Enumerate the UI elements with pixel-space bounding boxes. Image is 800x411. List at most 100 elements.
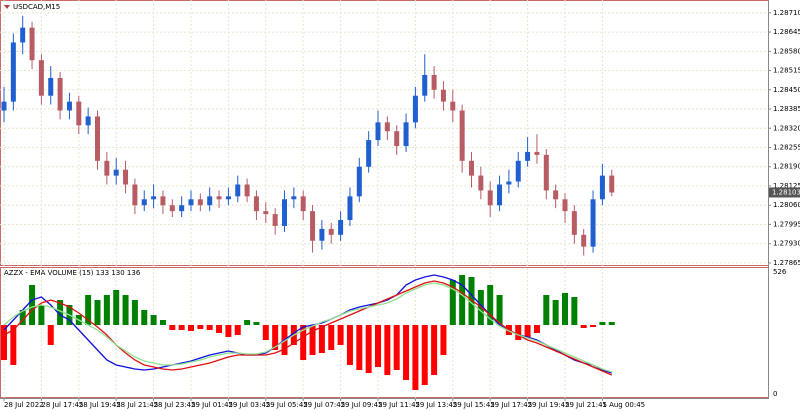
candle-body	[141, 199, 147, 206]
candle-body	[244, 184, 250, 197]
volume-bar	[487, 285, 494, 325]
volume-bar	[384, 325, 391, 375]
x-tick-label: 29 Jul 15:45	[453, 401, 495, 409]
volume-bar	[515, 325, 522, 340]
candle-body	[375, 122, 381, 141]
candle-body	[300, 196, 306, 212]
candle-body	[85, 116, 91, 126]
volume-bar	[197, 325, 204, 329]
volume-bar	[393, 325, 400, 370]
candle-body	[132, 184, 138, 206]
volume-bar	[608, 322, 615, 325]
candle-body	[1, 101, 7, 111]
volume-bar	[169, 325, 176, 330]
candle-body	[95, 116, 100, 161]
y-tick-label: 1.27995	[773, 220, 800, 228]
x-tick-label: 29 Jul 01:45	[191, 401, 233, 409]
volume-bar	[552, 300, 559, 325]
candle-body	[581, 234, 587, 247]
candle-body	[338, 220, 344, 235]
volume-bar	[150, 315, 157, 325]
volume-bar	[1, 325, 7, 360]
candle-body	[20, 27, 26, 43]
candle-body	[562, 199, 568, 212]
candle-body	[599, 175, 605, 200]
x-tick-label: 28 Jul 2022	[4, 401, 44, 409]
volume-bar	[103, 295, 110, 325]
y-tick-label: 1.28255	[773, 144, 800, 152]
last-price-label: 1.28103	[772, 188, 800, 196]
y-tick-label: 1.28320	[773, 124, 800, 132]
volume-bar	[599, 322, 606, 325]
candle-body	[366, 140, 372, 167]
symbol-title: USDCAD,M15	[13, 3, 60, 11]
indicator-title: AZZX - EMA VOLUME (15) 133 130 136	[4, 269, 141, 277]
volume-bar	[412, 325, 419, 390]
y-tick-label: 1.28450	[773, 86, 800, 94]
candle-body	[10, 42, 16, 102]
candle-body	[160, 196, 166, 206]
candle-body	[169, 205, 175, 212]
candle-body	[235, 184, 241, 197]
volume-bar	[141, 310, 148, 325]
volume-bar	[206, 325, 213, 330]
candle-body	[534, 151, 540, 155]
volume-bar	[272, 325, 279, 350]
volume-bar	[543, 295, 550, 325]
volume-bar	[131, 300, 138, 325]
candle-body	[590, 199, 596, 247]
candle-body	[263, 211, 269, 215]
candle-body	[525, 151, 531, 161]
x-tick-label: 28 Jul 17:45	[41, 401, 83, 409]
y-tick-label: 1.28580	[773, 47, 800, 55]
candle-body	[76, 101, 82, 126]
x-tick-label: 29 Jul 11:45	[378, 401, 420, 409]
volume-bar	[496, 295, 503, 325]
indicator-scale-max: 526	[773, 268, 787, 276]
candle-body	[113, 169, 119, 176]
x-tick-label: 29 Jul 17:45	[490, 401, 532, 409]
x-tick-label: 29 Jul 05:45	[266, 401, 308, 409]
x-tick-label: 29 Jul 13:45	[415, 401, 457, 409]
volume-bar	[431, 325, 438, 375]
volume-bar	[356, 325, 363, 370]
volume-bar	[10, 325, 17, 365]
candle-body	[543, 154, 549, 191]
volume-bar	[244, 320, 251, 325]
volume-bar	[234, 325, 241, 335]
volume-bar	[85, 295, 92, 325]
volume-bar	[113, 290, 120, 325]
volume-bar	[122, 295, 129, 325]
y-tick-label: 1.27930	[773, 240, 800, 248]
candle-body	[356, 166, 362, 197]
candle-body	[431, 74, 437, 90]
candle-body	[571, 211, 577, 235]
candle-body	[450, 101, 456, 111]
candle-body	[469, 160, 474, 176]
last-price-box	[769, 187, 800, 198]
volume-bar	[524, 325, 531, 337]
candle-body	[104, 160, 110, 176]
y-tick-label: 1.28385	[773, 105, 800, 113]
volume-bar	[346, 325, 353, 365]
volume-bar	[421, 325, 428, 385]
volume-bar	[440, 325, 447, 355]
candle-body	[459, 110, 465, 161]
candle-body	[478, 175, 484, 191]
dropdown-icon[interactable]	[4, 5, 10, 9]
candle-body	[515, 160, 521, 182]
volume-bar	[590, 325, 597, 327]
candle-body	[272, 214, 278, 226]
candle-body	[216, 196, 222, 200]
volume-bar	[403, 325, 410, 380]
volume-bar	[159, 320, 166, 325]
volume-bar	[29, 285, 36, 325]
candle-body	[282, 199, 287, 226]
y-tick-label: 1.28125	[773, 182, 800, 190]
candle-body	[497, 184, 503, 206]
volume-bar	[328, 325, 335, 350]
volume-bar	[562, 293, 568, 325]
grid	[0, 0, 771, 398]
x-tick-label: 29 Jul 21:45	[565, 401, 607, 409]
